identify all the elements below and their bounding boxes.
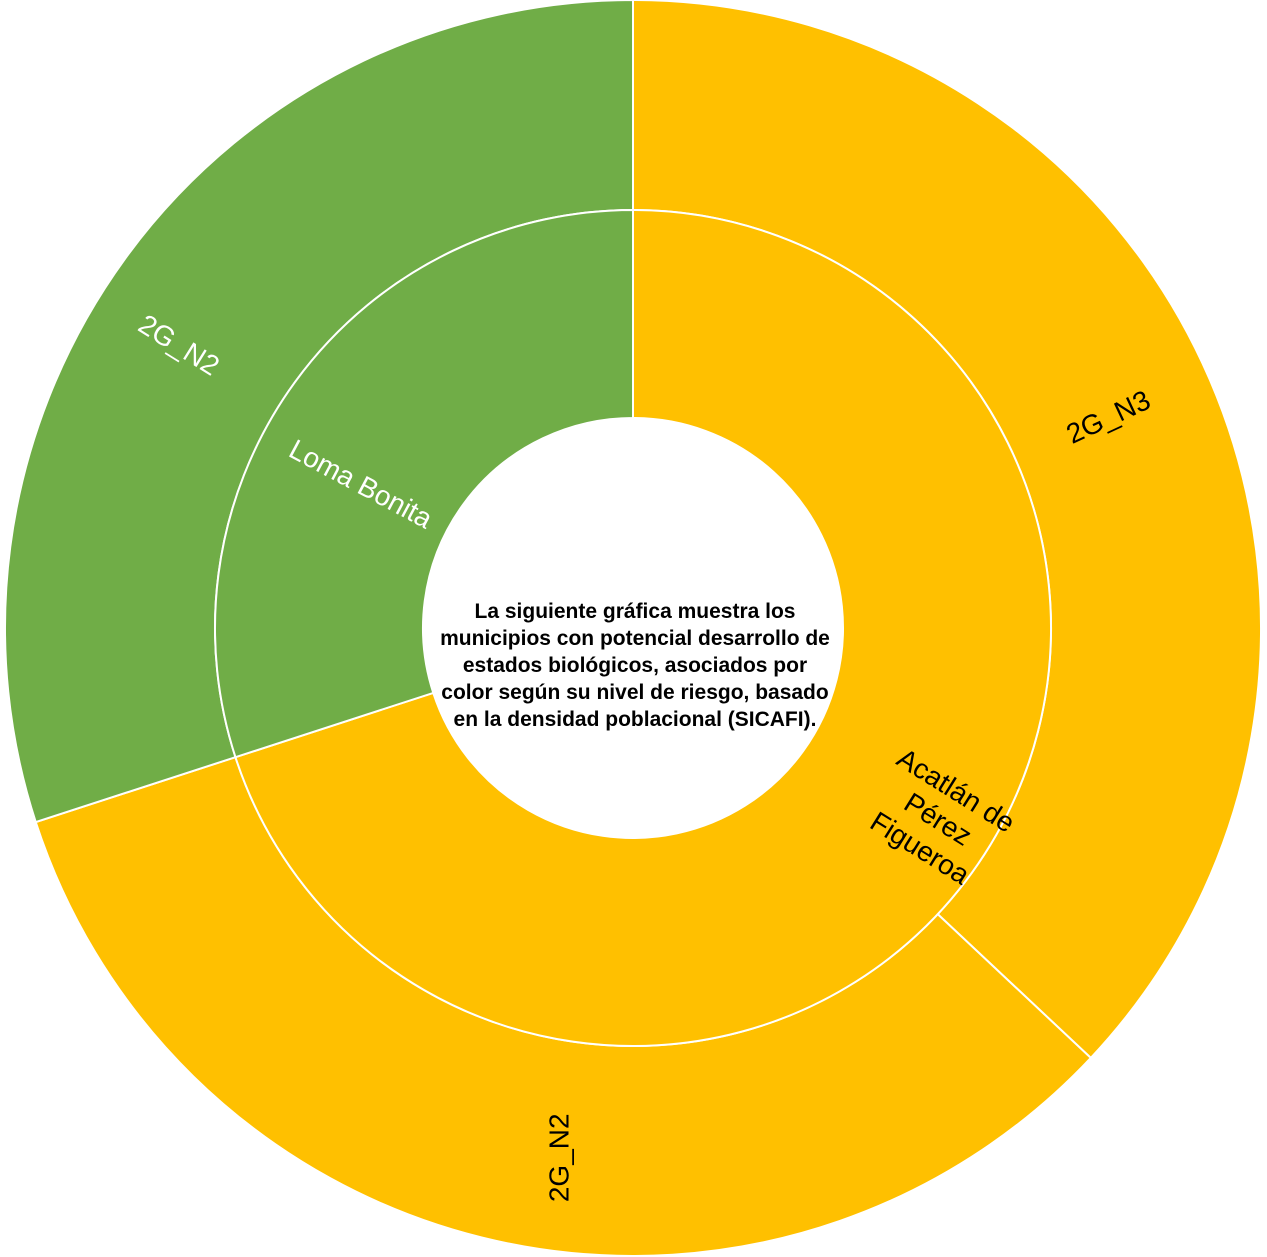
inner-ring [214,208,1052,1047]
outer-label-2g-n2-1: 2G_N2 [544,1113,575,1202]
center-description: La siguiente gráfica muestra los municip… [440,599,830,731]
center-hole [423,418,843,838]
